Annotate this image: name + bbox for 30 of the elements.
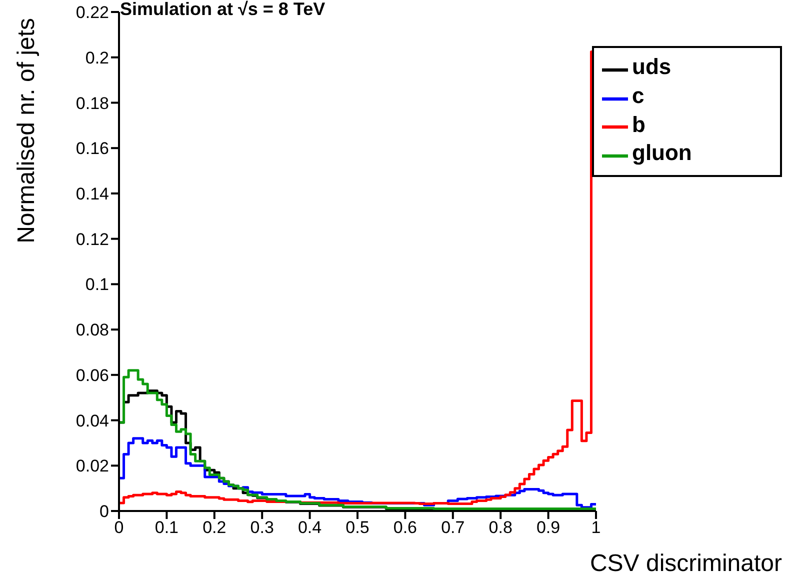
y-tick-label: 0.18 bbox=[76, 94, 109, 113]
y-tick-label: 0.04 bbox=[76, 411, 109, 430]
y-axis-title: Normalised nr. of jets bbox=[13, 18, 41, 246]
chart-title: Simulation at √s = 8 TeV bbox=[120, 0, 326, 20]
y-tick-label: 0 bbox=[100, 502, 109, 522]
y-tick-label: 0.16 bbox=[76, 139, 109, 158]
x-tick-label: 0.5 bbox=[346, 518, 370, 538]
x-tick-label: 0.3 bbox=[250, 518, 274, 538]
x-tick-label: 0.9 bbox=[536, 518, 560, 538]
y-tick-label: 0.14 bbox=[76, 184, 109, 204]
y-tick-label: 0.22 bbox=[76, 3, 109, 22]
y-tick-label: 0.1 bbox=[85, 275, 109, 294]
x-tick-label: 0.2 bbox=[202, 518, 226, 538]
x-tick-label: 1 bbox=[591, 518, 601, 538]
x-tick-label: 0.7 bbox=[441, 518, 465, 538]
y-tick-label: 0.02 bbox=[76, 456, 109, 476]
legend-label: uds bbox=[632, 54, 672, 79]
y-tick-label: 0.2 bbox=[85, 48, 109, 68]
y-tick-label: 0.06 bbox=[76, 366, 109, 385]
x-axis-title: CSV discriminator bbox=[590, 550, 782, 578]
legend-label: b bbox=[632, 112, 646, 137]
x-tick-label: 0.1 bbox=[154, 518, 179, 538]
legend-label: c bbox=[632, 82, 644, 108]
x-tick-label: 0.4 bbox=[298, 518, 322, 538]
x-tick-label: 0 bbox=[114, 518, 124, 538]
legend-label: gluon bbox=[632, 140, 692, 166]
x-tick-label: 0.6 bbox=[393, 518, 418, 538]
y-tick-label: 0.12 bbox=[76, 230, 109, 249]
y-tick-label: 0.08 bbox=[76, 320, 109, 340]
x-tick-label: 0.8 bbox=[488, 518, 512, 538]
